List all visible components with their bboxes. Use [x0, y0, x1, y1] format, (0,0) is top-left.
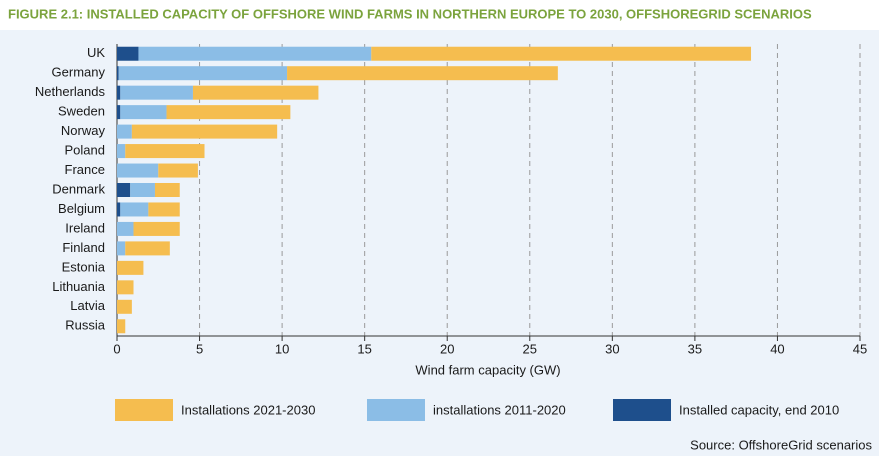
- x-tick-label: 45: [853, 341, 867, 356]
- bar-segment: [117, 163, 159, 178]
- x-tick-label: 35: [688, 341, 702, 356]
- y-tick-label: Latvia: [70, 298, 105, 313]
- bar-segment: [117, 85, 121, 100]
- source-note: Source: OffshoreGrid scenarios: [690, 437, 872, 452]
- bar-segment: [287, 66, 558, 81]
- y-tick-label: Estonia: [62, 259, 106, 274]
- x-tick-label: 30: [605, 341, 619, 356]
- bar-segment: [148, 202, 180, 217]
- y-tick-label: UK: [87, 45, 105, 60]
- legend-label: installations 2011-2020: [433, 402, 566, 417]
- bar-segment: [117, 280, 134, 295]
- bar-segment: [125, 241, 170, 256]
- x-axis-label: Wind farm capacity (GW): [415, 362, 560, 377]
- y-tick-label: Finland: [62, 240, 105, 255]
- y-tick-label: Norway: [61, 123, 106, 138]
- legend-swatch: [367, 399, 425, 421]
- bar-segment: [118, 66, 288, 81]
- bar-segment: [117, 144, 126, 159]
- bar-segment: [133, 221, 180, 236]
- y-tick-label: Russia: [65, 318, 106, 333]
- bar-segment: [117, 319, 126, 334]
- bar-segment: [120, 105, 167, 120]
- x-tick-label: 15: [357, 341, 371, 356]
- bar-segment: [117, 221, 134, 236]
- bar-segment: [117, 46, 139, 61]
- bar-segment: [154, 183, 180, 197]
- y-tick-label: Germany: [52, 65, 106, 80]
- y-tick-label: Denmark: [52, 181, 105, 196]
- bar-segment: [117, 299, 132, 314]
- x-tick-label: 40: [770, 341, 784, 356]
- bar-segment: [158, 163, 198, 178]
- y-tick-label: France: [65, 162, 105, 177]
- bar-segment: [117, 66, 119, 81]
- legend-label: Installations 2021-2030: [181, 402, 315, 417]
- y-tick-label: Netherlands: [35, 84, 106, 99]
- x-tick-label: 25: [523, 341, 537, 356]
- legend-swatch: [115, 399, 173, 421]
- bar-segment: [117, 105, 121, 120]
- y-tick-label: Belgium: [58, 201, 105, 216]
- x-tick-label: 20: [440, 341, 454, 356]
- y-tick-label: Sweden: [58, 104, 105, 119]
- bar-segment: [125, 144, 205, 159]
- chart-title: FIGURE 2.1: INSTALLED CAPACITY OF OFFSHO…: [8, 6, 812, 21]
- bar-segment: [371, 46, 752, 61]
- legend-label: Installed capacity, end 2010: [679, 402, 839, 417]
- bar-segment: [130, 183, 155, 197]
- x-tick-label: 10: [275, 341, 289, 356]
- bar-segment: [120, 202, 149, 217]
- y-tick-label: Ireland: [65, 220, 105, 235]
- bar-segment: [138, 46, 372, 61]
- bar-segment: [166, 105, 291, 120]
- legend-swatch: [613, 399, 671, 421]
- bar-segment: [192, 85, 319, 100]
- bar-segment: [131, 124, 278, 139]
- y-tick-label: Lithuania: [52, 279, 106, 294]
- x-tick-label: 0: [113, 341, 120, 356]
- bar-segment: [117, 241, 126, 256]
- bar-segment: [117, 124, 132, 139]
- bar-segment: [117, 183, 131, 197]
- bar-segment: [120, 85, 193, 100]
- x-tick-label: 5: [196, 341, 203, 356]
- bar-segment: [117, 202, 121, 217]
- y-tick-label: Poland: [65, 143, 105, 158]
- bar-segment: [117, 260, 144, 275]
